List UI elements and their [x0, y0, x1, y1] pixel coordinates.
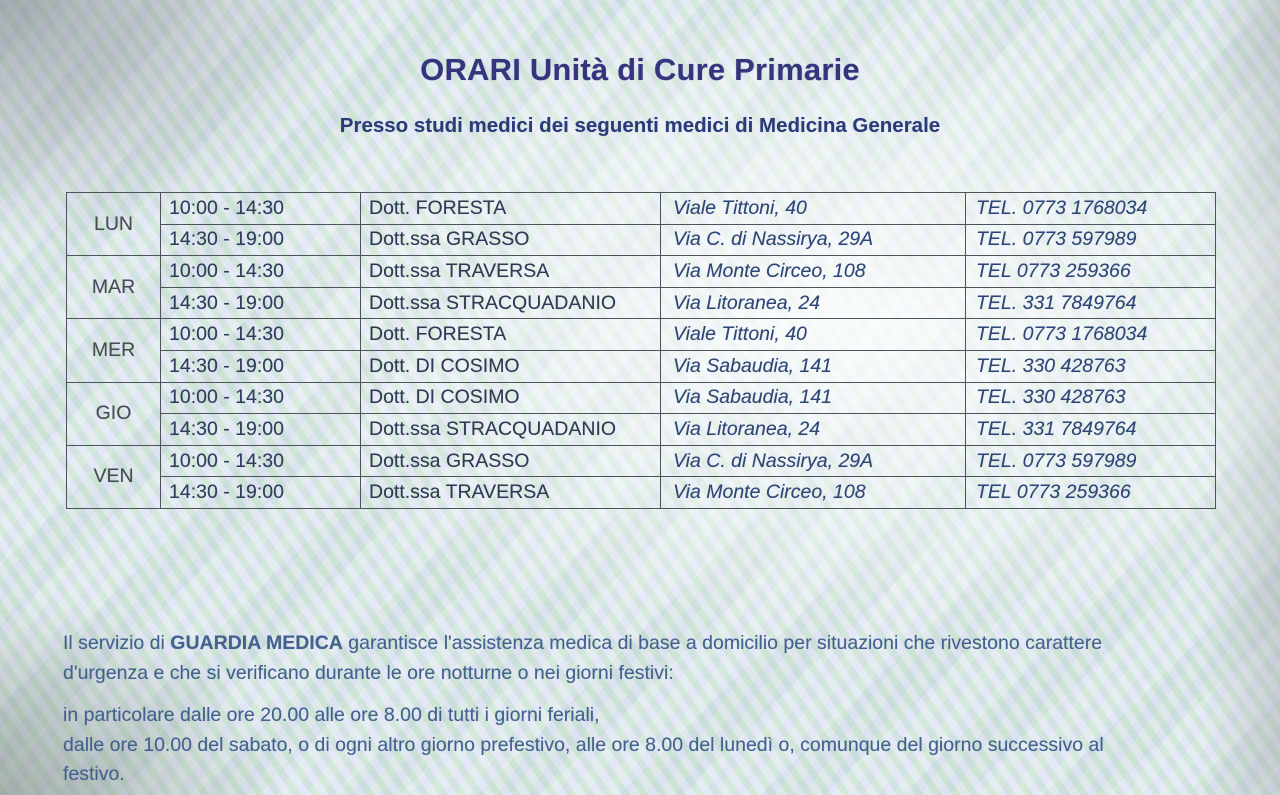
address-cell: Viale Tittoni, 40: [660, 192, 966, 225]
day-cell-lun: LUN: [66, 191, 161, 257]
phone-cell: TEL. 331 7849764: [965, 413, 1216, 446]
table-row: 14:30 - 19:00 Dott.ssa STRACQUADANIO Via…: [67, 286, 1216, 320]
address-cell: Via Sabaudia, 141: [660, 381, 966, 415]
page-title: ORARI Unità di Cure Primarie: [420, 52, 860, 87]
doctor-cell: Dott.ssa STRACQUADANIO: [360, 286, 661, 320]
address-cell: Via C. di Nassirya, 29A: [660, 444, 966, 478]
address-cell: Via Litoranea, 24: [660, 286, 966, 320]
time-cell: 10:00 - 14:30: [160, 381, 361, 415]
address-cell: Viale Tittoni, 40: [660, 318, 966, 351]
day-cell-mer: MER: [66, 318, 161, 383]
phone-cell: TEL 0773 259366: [965, 255, 1216, 288]
address-cell: Via Monte Circeo, 108: [660, 255, 966, 288]
table-row: 14:30 - 19:00 Dott.ssa STRACQUADANIO Via…: [67, 413, 1216, 446]
time-cell: 10:00 - 14:30: [160, 318, 361, 351]
guardia-hours-paragraph: in particolare dalle ore 20.00 alle ore …: [63, 704, 1104, 785]
time-cell: 14:30 - 19:00: [160, 413, 361, 446]
phone-cell: TEL 0773 259366: [965, 476, 1216, 509]
table-row: 14:30 - 19:00 Dott.ssa GRASSO Via C. di …: [67, 223, 1216, 257]
day-cell-ven: VEN: [66, 444, 161, 509]
table-row: MER 10:00 - 14:30 Dott. FORESTA Viale Ti…: [66, 318, 1216, 383]
table-row: VEN 10:00 - 14:30 Dott.ssa GRASSO Via C.…: [66, 444, 1216, 509]
doctor-cell: Dott.ssa GRASSO: [360, 444, 661, 478]
guardia-paragraph-rest: garantisce l'assistenza medica di base a…: [63, 632, 1103, 684]
time-cell: 14:30 - 19:00: [160, 476, 361, 509]
phone-cell: TEL. 331 7849764: [965, 286, 1216, 320]
time-cell: 14:30 - 19:00: [160, 349, 361, 383]
guardia-medica-label: GUARDIA MEDICA: [170, 632, 343, 654]
time-cell: 10:00 - 14:30: [160, 192, 361, 225]
guardia-paragraph-prefix: Il servizio di: [63, 632, 171, 654]
doctor-cell: Dott.ssa GRASSO: [360, 223, 661, 257]
page-subtitle: Presso studi medici dei seguenti medici …: [339, 114, 941, 137]
table-row: 14:30 - 19:00 Dott.ssa TRAVERSA Via Mont…: [67, 476, 1216, 509]
table-row: MAR 10:00 - 14:30 Dott.ssa TRAVERSA Via …: [66, 255, 1216, 320]
address-cell: Via Litoranea, 24: [660, 413, 966, 446]
time-cell: 10:00 - 14:30: [160, 444, 361, 478]
phone-cell: TEL. 0773 597989: [965, 223, 1216, 257]
doctor-cell: Dott.ssa TRAVERSA: [360, 476, 661, 509]
schedule-table: LUN 10:00 - 14:30 Dott. FORESTA Viale Ti…: [66, 191, 1216, 509]
doctor-cell: Dott. DI COSIMO: [360, 349, 661, 383]
table-row: GIO 10:00 - 14:30 Dott. DI COSIMO Via Sa…: [66, 381, 1216, 446]
time-cell: 10:00 - 14:30: [160, 255, 361, 288]
day-cell-gio: GIO: [66, 381, 161, 446]
doctor-cell: Dott. FORESTA: [360, 192, 661, 225]
address-cell: Via Sabaudia, 141: [660, 349, 966, 383]
day-cell-mar: MAR: [66, 255, 161, 320]
doctor-cell: Dott. FORESTA: [360, 318, 661, 351]
phone-cell: TEL. 330 428763: [965, 381, 1216, 415]
table-row: 14:30 - 19:00 Dott. DI COSIMO Via Sabaud…: [67, 349, 1216, 383]
phone-cell: TEL. 0773 597989: [965, 444, 1216, 478]
phone-cell: TEL. 330 428763: [965, 349, 1216, 383]
time-cell: 14:30 - 19:00: [160, 223, 361, 257]
address-cell: Via C. di Nassirya, 29A: [660, 223, 966, 257]
table-row: LUN 10:00 - 14:30 Dott. FORESTA Viale Ti…: [66, 191, 1216, 257]
doctor-cell: Dott. DI COSIMO: [360, 381, 661, 415]
address-cell: Via Monte Circeo, 108: [660, 476, 966, 509]
phone-cell: TEL. 0773 1768034: [965, 192, 1216, 225]
doctor-cell: Dott.ssa TRAVERSA: [360, 255, 661, 288]
doctor-cell: Dott.ssa STRACQUADANIO: [360, 413, 661, 446]
phone-cell: TEL. 0773 1768034: [965, 318, 1216, 351]
time-cell: 14:30 - 19:00: [160, 286, 361, 320]
guardia-medica-paragraph: Il servizio di GUARDIA MEDICA garantisce…: [63, 629, 1173, 688]
